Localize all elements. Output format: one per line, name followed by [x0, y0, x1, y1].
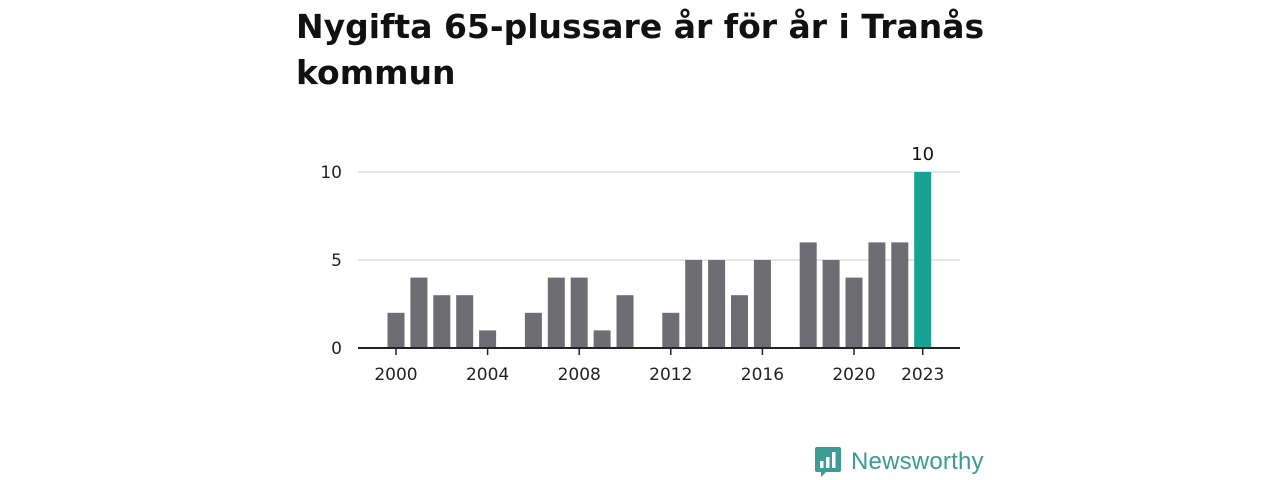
bar-2004	[479, 330, 497, 348]
x-tick-label: 2020	[832, 365, 875, 385]
chart-title: Nygifta 65-plussare år för år i Tranås k…	[296, 7, 985, 92]
bar-2002	[433, 295, 451, 348]
bar-2001	[410, 277, 428, 348]
bar-2009	[593, 330, 611, 348]
bar-chart: 0 5 10 2000 2004 2008 2012 2016 2020 2023 10	[320, 144, 960, 385]
highlight-value-label: 10	[911, 144, 934, 165]
bar-2023	[914, 172, 932, 348]
bar-2010	[616, 295, 634, 348]
bar-2012	[662, 312, 680, 348]
y-tick-label: 0	[331, 339, 342, 359]
bar-2018	[799, 242, 817, 348]
bar-2000	[387, 312, 405, 348]
x-tick-label: 2012	[649, 365, 692, 385]
bar-2021	[868, 242, 886, 348]
y-tick-label: 5	[331, 251, 342, 271]
bar-2008	[570, 277, 588, 348]
x-tick-label: 2004	[466, 365, 509, 385]
bar-2016	[753, 260, 771, 348]
x-tick-label: 2008	[558, 365, 601, 385]
brand-name: Newsworthy	[851, 448, 984, 475]
bar-2003	[456, 295, 474, 348]
bar-2019	[822, 260, 840, 348]
y-tick-label: 10	[320, 163, 342, 183]
x-axis-ticks: 2000 2004 2008 2012 2016 2020 2023	[374, 348, 944, 385]
x-tick-label: 2016	[741, 365, 784, 385]
bars	[387, 172, 932, 348]
gridlines	[358, 171, 960, 261]
newsworthy-icon	[815, 447, 841, 477]
x-tick-label: 2000	[374, 365, 417, 385]
bar-2013	[685, 260, 703, 348]
newsworthy-logo: Newsworthy	[814, 446, 984, 478]
bar-2020	[845, 277, 863, 348]
x-tick-label: 2023	[901, 365, 944, 385]
y-axis-ticks: 0 5 10	[320, 163, 342, 359]
bar-2006	[524, 312, 542, 348]
bar-2014	[708, 260, 726, 348]
bar-2015	[731, 295, 748, 348]
bar-2007	[547, 277, 565, 348]
bar-2022	[891, 242, 909, 348]
